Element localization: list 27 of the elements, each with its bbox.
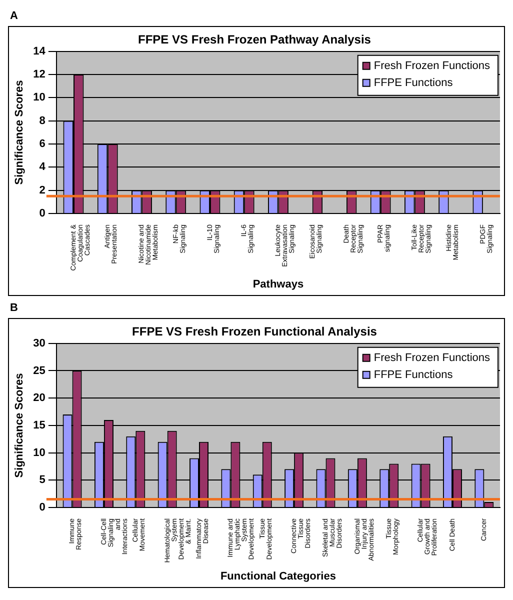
y-axis-title: Significance Scores [14, 80, 26, 185]
y-tick-label: 30 [33, 337, 46, 350]
y-tick-label: 20 [33, 392, 46, 404]
y-tick-label: 0 [39, 501, 46, 514]
y-axis-title: Significance Scores [14, 373, 26, 478]
y-tick-label: 0 [39, 208, 46, 220]
y-tick-label: 2 [39, 184, 46, 196]
y-tick-label: 4 [39, 161, 46, 174]
y-tick-label: 5 [39, 474, 46, 486]
legend-label: FFPE Functions [374, 368, 454, 381]
y-tick-label: 6 [39, 138, 46, 150]
y-tick-label: 25 [33, 364, 46, 377]
y-tick-label: 10 [33, 92, 46, 104]
y-tick-label: 15 [33, 419, 46, 432]
y-tick-label: 10 [33, 446, 46, 459]
y-tick-label: 12 [33, 68, 46, 81]
chart-title: FFPE VS Fresh Frozen Pathway Analysis [138, 32, 372, 47]
y-tick-label: 8 [39, 114, 46, 127]
x-axis-title: Pathways [252, 278, 304, 290]
chart-title: FFPE VS Fresh Frozen Functional Analysis [132, 324, 378, 339]
text: B [9, 301, 19, 316]
y-tick-label: 14 [33, 45, 46, 58]
legend-label: FFPE Functions [374, 76, 454, 89]
legend-label: Fresh Frozen Functions [374, 352, 490, 364]
legend-label: Fresh Frozen Functions [374, 60, 490, 72]
x-axis-title: Functional Categories [220, 570, 336, 582]
text: A [9, 9, 19, 24]
